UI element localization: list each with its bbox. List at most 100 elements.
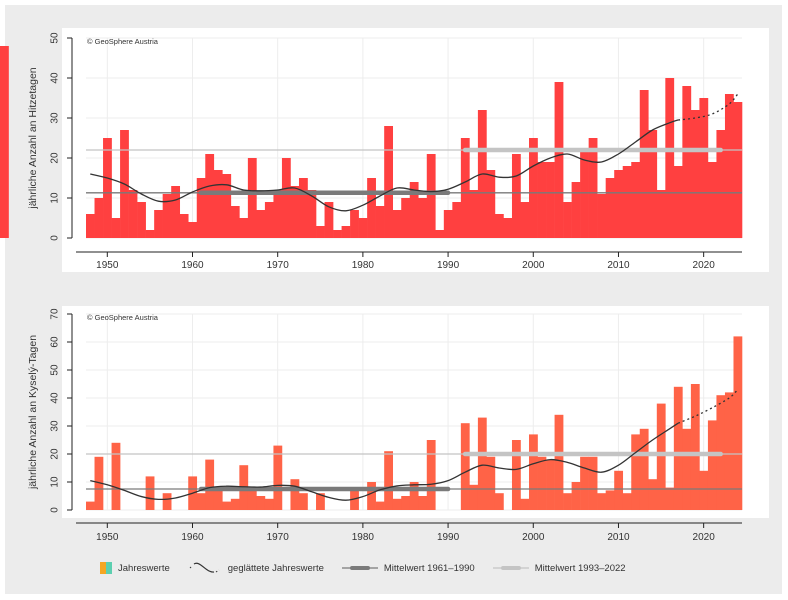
yearly-values-swatch-icon bbox=[100, 562, 112, 574]
x-tick-label: 2010 bbox=[607, 532, 630, 543]
bar-1948 bbox=[86, 214, 95, 238]
x-tick-label: 1970 bbox=[267, 260, 290, 271]
bar-1977 bbox=[333, 230, 342, 238]
bar-1992 bbox=[460, 138, 470, 238]
bar-1982 bbox=[375, 206, 385, 238]
bar-2014 bbox=[648, 130, 658, 238]
bar-2011 bbox=[622, 166, 632, 238]
bar-2019 bbox=[690, 384, 700, 510]
y-tick-label: 60 bbox=[50, 336, 61, 348]
legend-label: Mittelwert 1993–2022 bbox=[534, 562, 626, 574]
bar-2000 bbox=[529, 138, 538, 238]
y-tick-label: 0 bbox=[50, 507, 61, 513]
bar-2004 bbox=[563, 202, 572, 238]
bar-1968 bbox=[256, 210, 266, 238]
bar-1962 bbox=[205, 154, 215, 238]
bar-2006 bbox=[580, 150, 589, 238]
bar-1993 bbox=[469, 484, 479, 510]
bar-2019 bbox=[690, 110, 700, 238]
bar-1962 bbox=[205, 459, 215, 510]
x-tick-label: 2020 bbox=[693, 260, 716, 271]
bar-2022 bbox=[716, 130, 726, 238]
x-tick-label: 2000 bbox=[522, 260, 545, 271]
bar-1957 bbox=[162, 194, 172, 238]
bar-2020 bbox=[699, 98, 709, 238]
smoothed-line-swatch-icon bbox=[189, 562, 220, 573]
legend-item-yearly-values: Jahreswerte bbox=[100, 562, 170, 574]
bar-undefined bbox=[0, 46, 9, 238]
bar-1983 bbox=[384, 126, 394, 238]
bar-1985 bbox=[401, 496, 411, 510]
bar-2005 bbox=[571, 482, 581, 510]
bar-1979 bbox=[350, 210, 359, 238]
smoothed-line bbox=[90, 422, 679, 501]
bar-1998 bbox=[511, 440, 521, 510]
bar-2015 bbox=[656, 190, 666, 238]
bar-1984 bbox=[392, 210, 402, 238]
bar-1995 bbox=[486, 170, 496, 238]
bar-2007 bbox=[588, 138, 598, 238]
legend-item-smoothed: geglättete Jahreswerte bbox=[188, 561, 324, 575]
x-tick-label: 1950 bbox=[96, 532, 119, 543]
x-tick-label: 2020 bbox=[693, 532, 716, 543]
legend-label: geglättete Jahreswerte bbox=[227, 562, 324, 574]
bar-1971 bbox=[281, 158, 291, 238]
bar-1992 bbox=[460, 423, 470, 510]
bar-2024 bbox=[733, 336, 743, 510]
bar-2023 bbox=[724, 392, 734, 510]
bar-2017 bbox=[673, 386, 683, 510]
y-axis-label: jährliche Anzahl an Hitzetagen bbox=[27, 67, 39, 209]
legend-item-mean-1993-2022: Mittelwert 1993–2022 bbox=[492, 562, 626, 574]
bar-1955 bbox=[145, 230, 155, 238]
x-tick-label: 1960 bbox=[181, 532, 204, 543]
copyright-label: © GeoSphere Austria bbox=[87, 37, 159, 46]
bar-1964 bbox=[222, 501, 232, 510]
bar-1975 bbox=[316, 493, 325, 510]
y-tick-label: 70 bbox=[50, 308, 61, 320]
bar-1961 bbox=[196, 178, 206, 238]
bar-1993 bbox=[469, 190, 479, 238]
y-tick-label: 30 bbox=[50, 112, 61, 124]
bar-1949 bbox=[94, 456, 104, 510]
bar-1979 bbox=[350, 490, 359, 510]
bar-2021 bbox=[707, 162, 717, 238]
bar-1951 bbox=[111, 442, 121, 510]
bar-1987 bbox=[418, 198, 428, 238]
bar-1985 bbox=[401, 198, 411, 238]
smoothed-line-extrapolated bbox=[677, 389, 739, 424]
bar-1953 bbox=[128, 190, 138, 238]
legend-label: Jahreswerte bbox=[118, 562, 170, 574]
y-tick-label: 40 bbox=[50, 72, 61, 84]
bar-2010 bbox=[614, 170, 624, 238]
bar-1951 bbox=[111, 218, 121, 238]
bar-2018 bbox=[682, 86, 692, 238]
y-tick-label: 50 bbox=[50, 32, 61, 44]
x-tick-label: 2000 bbox=[522, 532, 545, 543]
x-tick-label: 1990 bbox=[437, 260, 460, 271]
smoothed-line-extrapolated bbox=[678, 93, 739, 121]
x-tick-label: 1990 bbox=[437, 532, 460, 543]
bar-1972 bbox=[290, 479, 300, 510]
bar-1987 bbox=[418, 496, 428, 510]
bar-1966 bbox=[239, 218, 249, 238]
bar-1973 bbox=[298, 178, 308, 238]
bar-2004 bbox=[563, 493, 572, 510]
bar-1967 bbox=[247, 490, 257, 510]
bar-2020 bbox=[699, 470, 709, 510]
chart-hitzetage: 0 10 20 30 40 50 jährliche Anzahl an Hitzetage… bbox=[0, 28, 769, 272]
bar-1997 bbox=[503, 218, 513, 238]
bar-1959 bbox=[179, 214, 189, 238]
bar-2023 bbox=[724, 94, 734, 238]
bar-1957 bbox=[162, 493, 172, 510]
bar-1955 bbox=[145, 476, 155, 510]
bar-2009 bbox=[605, 178, 615, 238]
x-tick-label: 1950 bbox=[96, 260, 119, 271]
bar-1995 bbox=[486, 456, 496, 510]
bar-1988 bbox=[426, 440, 436, 510]
chart-kysely: 0 10 20 30 40 50 60 70 jährliche Anzahl an Kysel… bbox=[27, 306, 769, 543]
bar-1991 bbox=[452, 202, 462, 238]
bar-1950 bbox=[103, 138, 112, 238]
bar-1999 bbox=[520, 498, 530, 510]
bar-1948 bbox=[86, 501, 95, 510]
y-tick-label: 20 bbox=[50, 448, 61, 460]
